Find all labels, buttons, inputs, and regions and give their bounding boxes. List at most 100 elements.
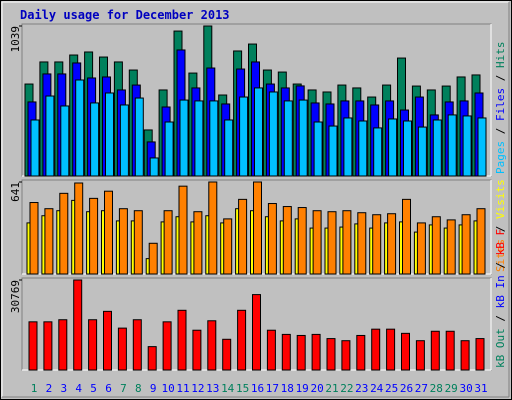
x-tick-label: 13 — [206, 382, 219, 395]
bar — [45, 95, 55, 177]
bar — [209, 100, 219, 177]
bar — [327, 211, 337, 275]
x-tick-label: 31 — [474, 382, 487, 395]
x-tick-label: 30 — [459, 382, 472, 395]
bar — [358, 120, 368, 177]
bar — [311, 333, 321, 371]
bar — [430, 330, 440, 371]
x-tick-label: 28 — [430, 382, 443, 395]
bar — [326, 338, 336, 371]
chart-title: Daily usage for December 2013 — [20, 8, 230, 22]
bar — [282, 206, 292, 275]
bar — [312, 210, 322, 275]
bar — [30, 119, 40, 177]
bar — [29, 202, 39, 275]
bar — [44, 208, 54, 275]
bar — [104, 190, 113, 275]
x-tick-label: 17 — [266, 382, 279, 395]
bar — [89, 197, 99, 275]
bar — [194, 100, 204, 177]
bar — [73, 279, 83, 371]
y-tick-label: 30769 — [9, 280, 22, 313]
bar — [60, 105, 70, 177]
legend-separator: / — [494, 255, 507, 275]
bar — [179, 99, 189, 177]
x-tick-label: 29 — [445, 382, 458, 395]
bar — [238, 198, 248, 275]
bar — [223, 218, 233, 275]
bar — [476, 208, 486, 275]
x-tick-label: 9 — [150, 382, 157, 395]
x-tick-label: 21 — [325, 382, 338, 395]
x-tick-label: 5 — [90, 382, 97, 395]
bar — [460, 340, 470, 371]
legend: kB Out / kB In / kB F — [494, 229, 507, 368]
bar — [252, 294, 261, 371]
bar — [177, 309, 187, 371]
legend-entry: kB In — [494, 275, 507, 308]
x-tick-label: 23 — [355, 382, 368, 395]
legend-entry: Files — [494, 88, 507, 121]
bar — [356, 334, 366, 371]
bar — [401, 332, 410, 371]
legend-entry: Visits — [494, 179, 507, 219]
legend-separator: / — [494, 219, 507, 239]
bar — [475, 338, 485, 371]
x-tick-label: 27 — [415, 382, 428, 395]
x-tick-label: 16 — [251, 382, 264, 395]
bar — [59, 192, 69, 275]
x-tick-label: 7 — [120, 382, 127, 395]
bar — [178, 185, 188, 275]
bar — [148, 242, 158, 275]
bar — [90, 102, 100, 177]
bar — [74, 182, 84, 275]
bar — [43, 321, 53, 371]
x-tick-label: 12 — [191, 382, 204, 395]
bar — [297, 207, 307, 275]
x-tick-label: 14 — [221, 382, 235, 395]
x-tick-label: 2 — [46, 382, 53, 395]
bar — [162, 321, 172, 371]
legend-entry: kB F — [494, 229, 507, 256]
bar — [222, 338, 232, 371]
y-tick-label: 1039 — [9, 26, 22, 53]
bar — [75, 79, 85, 177]
x-tick-label: 11 — [176, 382, 189, 395]
x-tick-label: 6 — [105, 382, 112, 395]
bar — [267, 203, 277, 275]
bar — [357, 212, 367, 275]
x-tick-label: 20 — [310, 382, 323, 395]
bar — [328, 125, 338, 177]
bar — [416, 222, 426, 275]
legend: Sites / Visits — [494, 179, 507, 272]
x-tick-label: 10 — [161, 382, 174, 395]
x-tick-label: 25 — [385, 382, 398, 395]
bar — [149, 157, 159, 177]
bar — [432, 119, 442, 177]
x-tick-label: 18 — [281, 382, 294, 395]
bar — [445, 330, 455, 371]
bar — [415, 340, 425, 371]
bar — [28, 321, 38, 371]
x-tick-label: 22 — [340, 382, 353, 395]
bar — [446, 219, 456, 275]
legend-entry: kB Out — [494, 328, 507, 368]
bar — [192, 329, 202, 371]
bar — [461, 214, 471, 275]
bar — [447, 114, 457, 177]
y-tick-label: 641 — [9, 182, 22, 202]
bar — [239, 96, 249, 177]
bar — [373, 127, 383, 177]
bar — [254, 87, 263, 177]
bar — [298, 99, 308, 177]
bar — [134, 97, 144, 177]
x-tick-label: 24 — [370, 382, 384, 395]
bar — [268, 91, 278, 177]
legend-entry: Hits — [494, 42, 507, 69]
bar — [266, 329, 276, 371]
bar — [88, 319, 98, 371]
bar — [117, 327, 127, 371]
bar — [119, 104, 129, 177]
legend-separator: / — [494, 308, 507, 328]
